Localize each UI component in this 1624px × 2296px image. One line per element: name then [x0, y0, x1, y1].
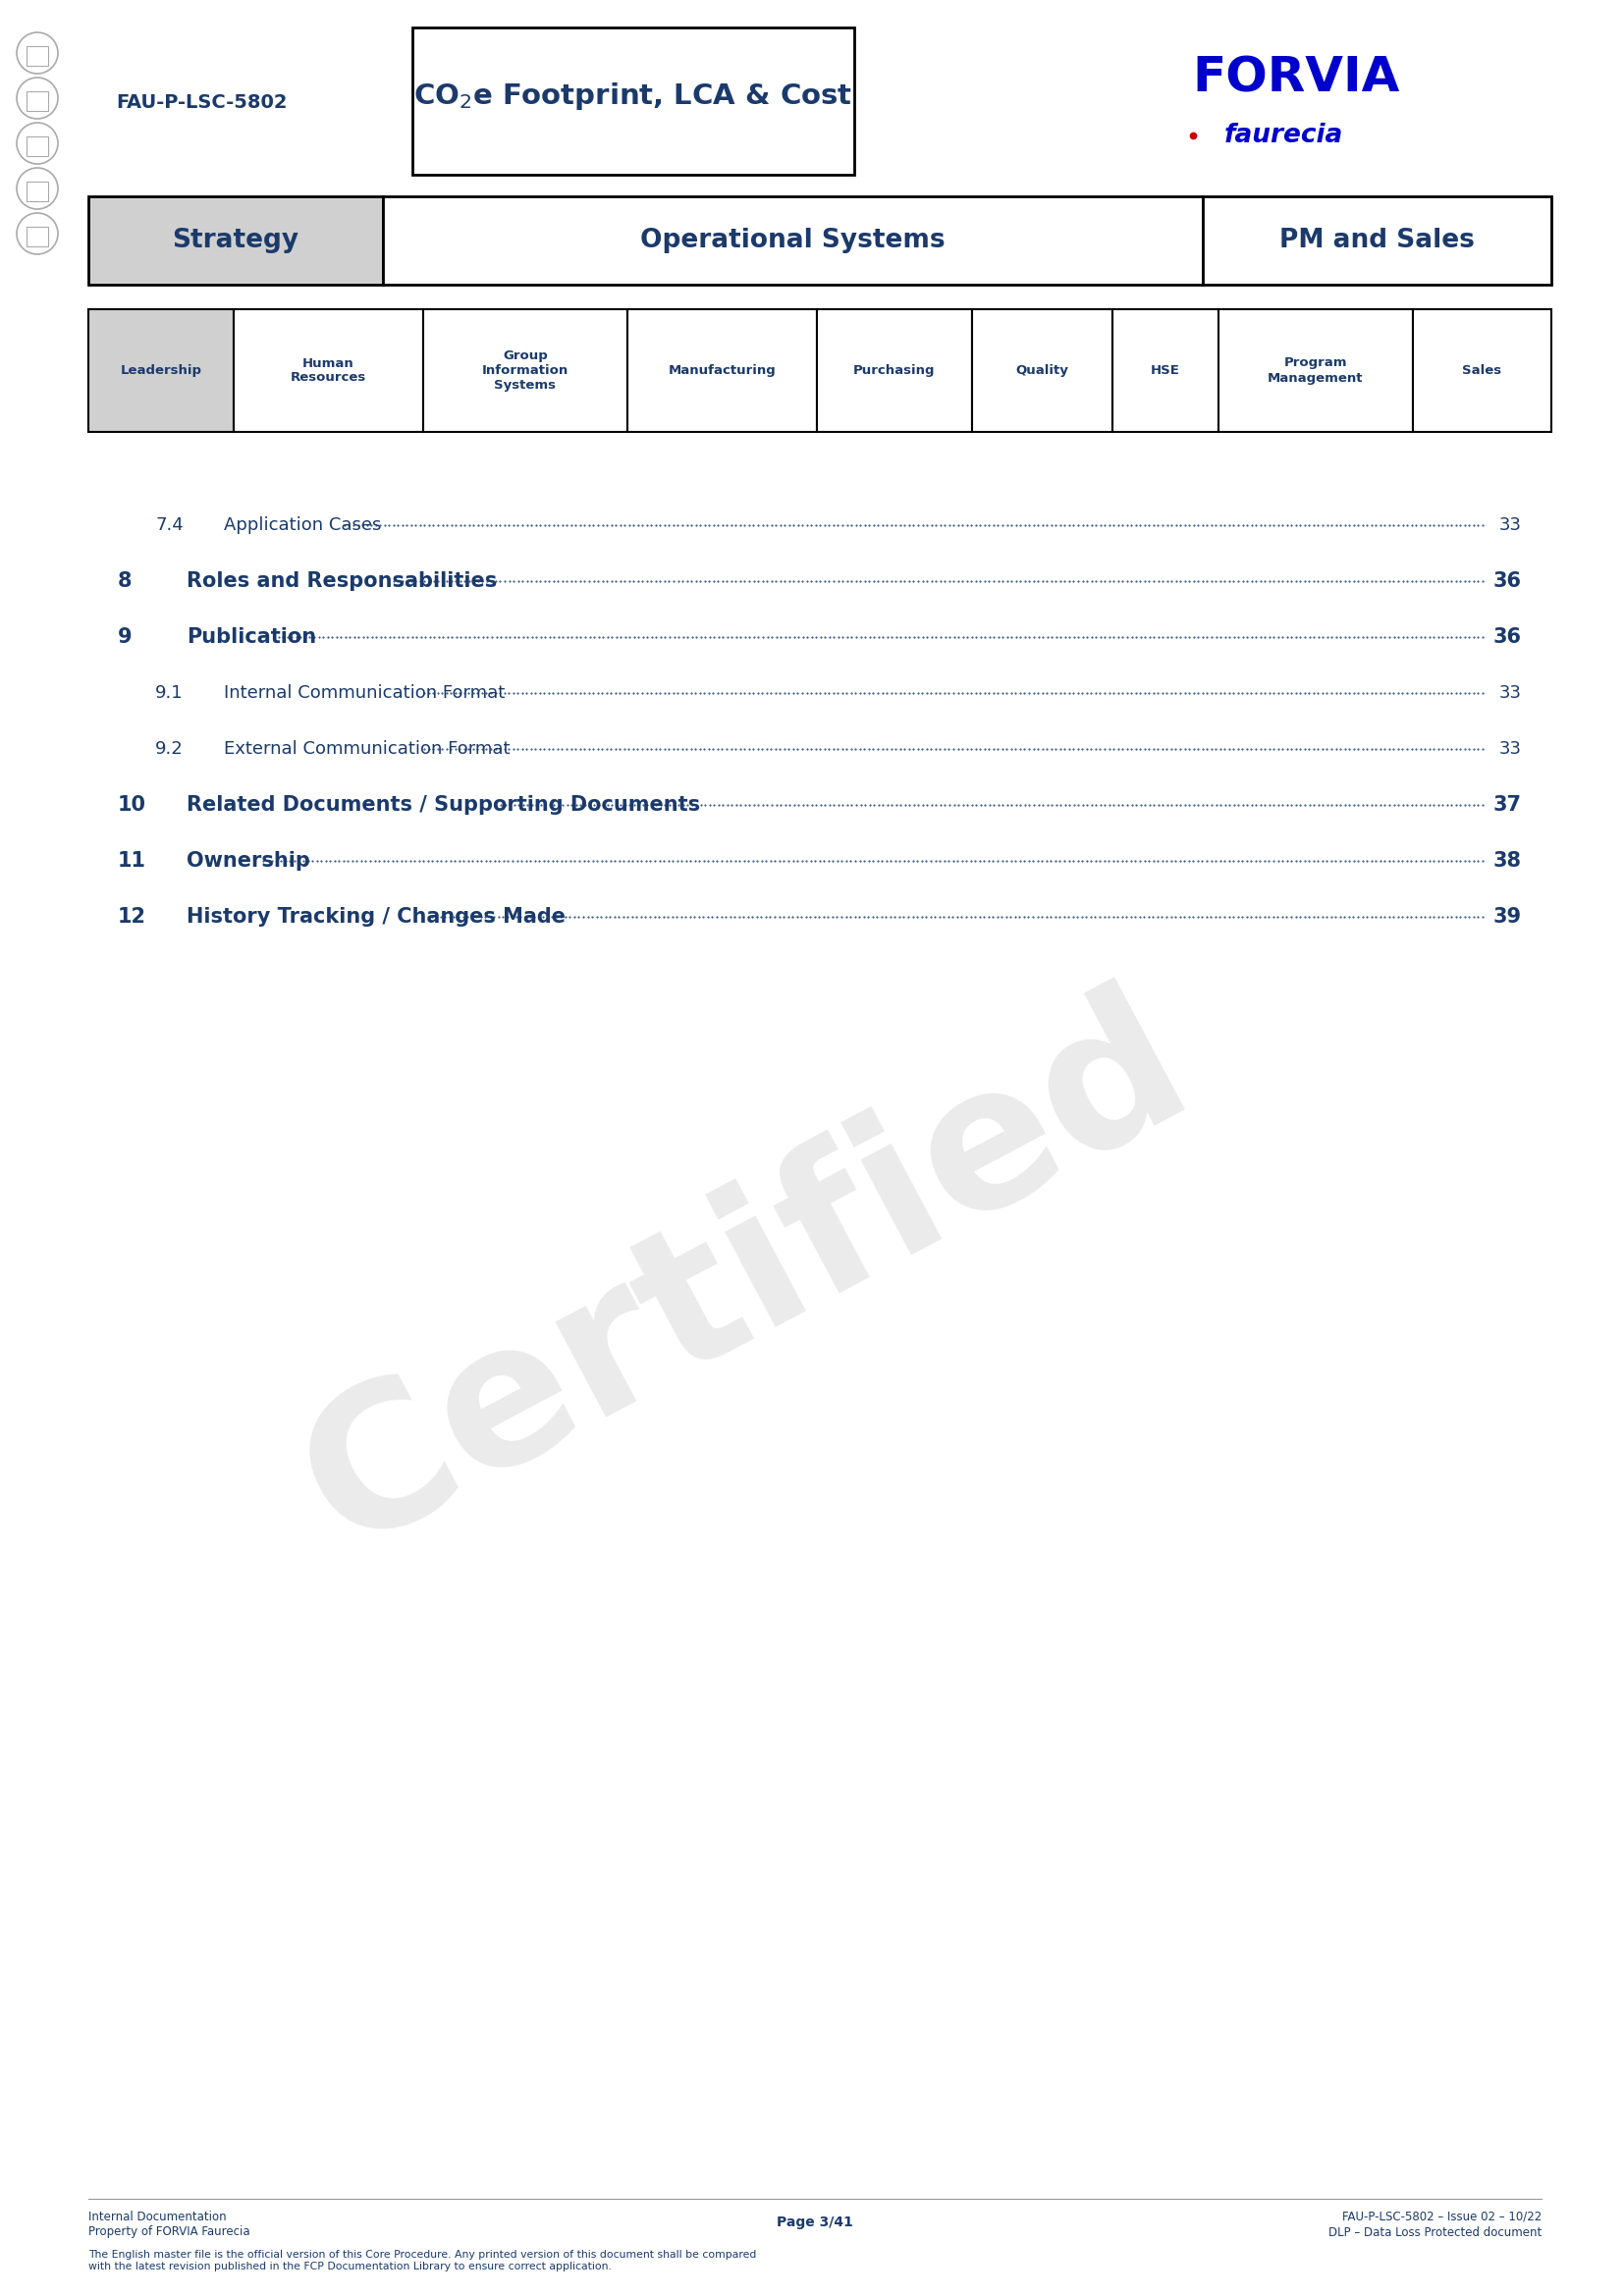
Text: Strategy: Strategy — [172, 227, 299, 253]
Text: FORVIA: FORVIA — [1192, 55, 1400, 101]
Text: 12: 12 — [119, 907, 146, 928]
Text: 38: 38 — [1494, 852, 1522, 870]
Text: 8: 8 — [119, 572, 132, 590]
Text: Human
Resources: Human Resources — [291, 356, 367, 383]
Text: 39: 39 — [1494, 907, 1522, 928]
Text: External Communication Format: External Communication Format — [224, 739, 510, 758]
Text: 37: 37 — [1494, 794, 1522, 815]
Text: Ownership: Ownership — [187, 852, 310, 870]
Text: Program
Management: Program Management — [1268, 356, 1364, 383]
Text: Sales: Sales — [1463, 365, 1502, 377]
Bar — [26, 227, 49, 246]
Text: Application Cases: Application Cases — [224, 517, 382, 535]
Text: PM and Sales: PM and Sales — [1280, 227, 1475, 253]
Text: 33: 33 — [1499, 739, 1522, 758]
Bar — [817, 310, 973, 432]
Text: Related Documents / Supporting Documents: Related Documents / Supporting Documents — [187, 794, 700, 815]
Text: Publication: Publication — [187, 627, 317, 647]
Bar — [412, 28, 854, 174]
Text: 11: 11 — [119, 852, 146, 870]
Text: 36: 36 — [1494, 572, 1522, 590]
Bar — [234, 310, 424, 432]
Text: Roles and Responsabilities: Roles and Responsabilities — [187, 572, 497, 590]
Bar — [973, 310, 1112, 432]
Text: Group
Information
Systems: Group Information Systems — [482, 349, 568, 393]
Text: Leadership: Leadership — [120, 365, 201, 377]
Bar — [627, 310, 817, 432]
Bar — [1218, 310, 1413, 432]
Bar — [1413, 310, 1551, 432]
Text: Page 3/41: Page 3/41 — [776, 2216, 853, 2229]
Bar — [26, 181, 49, 202]
Text: 33: 33 — [1499, 684, 1522, 703]
Bar — [26, 46, 49, 67]
Text: HSE: HSE — [1151, 365, 1181, 377]
Text: Internal Communication Format: Internal Communication Format — [224, 684, 505, 703]
Text: Certified: Certified — [274, 964, 1218, 1589]
Text: Manufacturing: Manufacturing — [669, 365, 776, 377]
Text: 10: 10 — [119, 794, 146, 815]
Text: 9.1: 9.1 — [156, 684, 184, 703]
Text: FAU-P-LSC-5802 – Issue 02 – 10/22: FAU-P-LSC-5802 – Issue 02 – 10/22 — [1341, 2211, 1541, 2223]
Text: 9: 9 — [119, 627, 132, 647]
Bar — [1203, 197, 1551, 285]
Text: 33: 33 — [1499, 517, 1522, 535]
Text: Purchasing: Purchasing — [854, 365, 935, 377]
Text: DLP – Data Loss Protected document: DLP – Data Loss Protected document — [1328, 2225, 1541, 2239]
Bar — [424, 310, 627, 432]
Bar — [88, 310, 234, 432]
Text: CO$_2$e Footprint, LCA & Cost: CO$_2$e Footprint, LCA & Cost — [414, 80, 853, 113]
Bar — [26, 92, 49, 110]
Text: faurecia: faurecia — [1224, 122, 1343, 149]
Text: 36: 36 — [1494, 627, 1522, 647]
Text: Operational Systems: Operational Systems — [640, 227, 945, 253]
Text: History Tracking / Changes Made: History Tracking / Changes Made — [187, 907, 565, 928]
Text: Property of FORVIA Faurecia: Property of FORVIA Faurecia — [88, 2225, 250, 2239]
Bar — [88, 197, 383, 285]
Text: FAU-P-LSC-5802: FAU-P-LSC-5802 — [115, 94, 287, 113]
Text: Quality: Quality — [1015, 365, 1069, 377]
Text: 7.4: 7.4 — [156, 517, 184, 535]
Bar — [383, 197, 1203, 285]
Bar — [26, 135, 49, 156]
Text: The English master file is the official version of this Core Procedure. Any prin: The English master file is the official … — [88, 2250, 757, 2271]
Text: 9.2: 9.2 — [156, 739, 184, 758]
Bar — [1112, 310, 1218, 432]
Text: Internal Documentation: Internal Documentation — [88, 2211, 226, 2223]
